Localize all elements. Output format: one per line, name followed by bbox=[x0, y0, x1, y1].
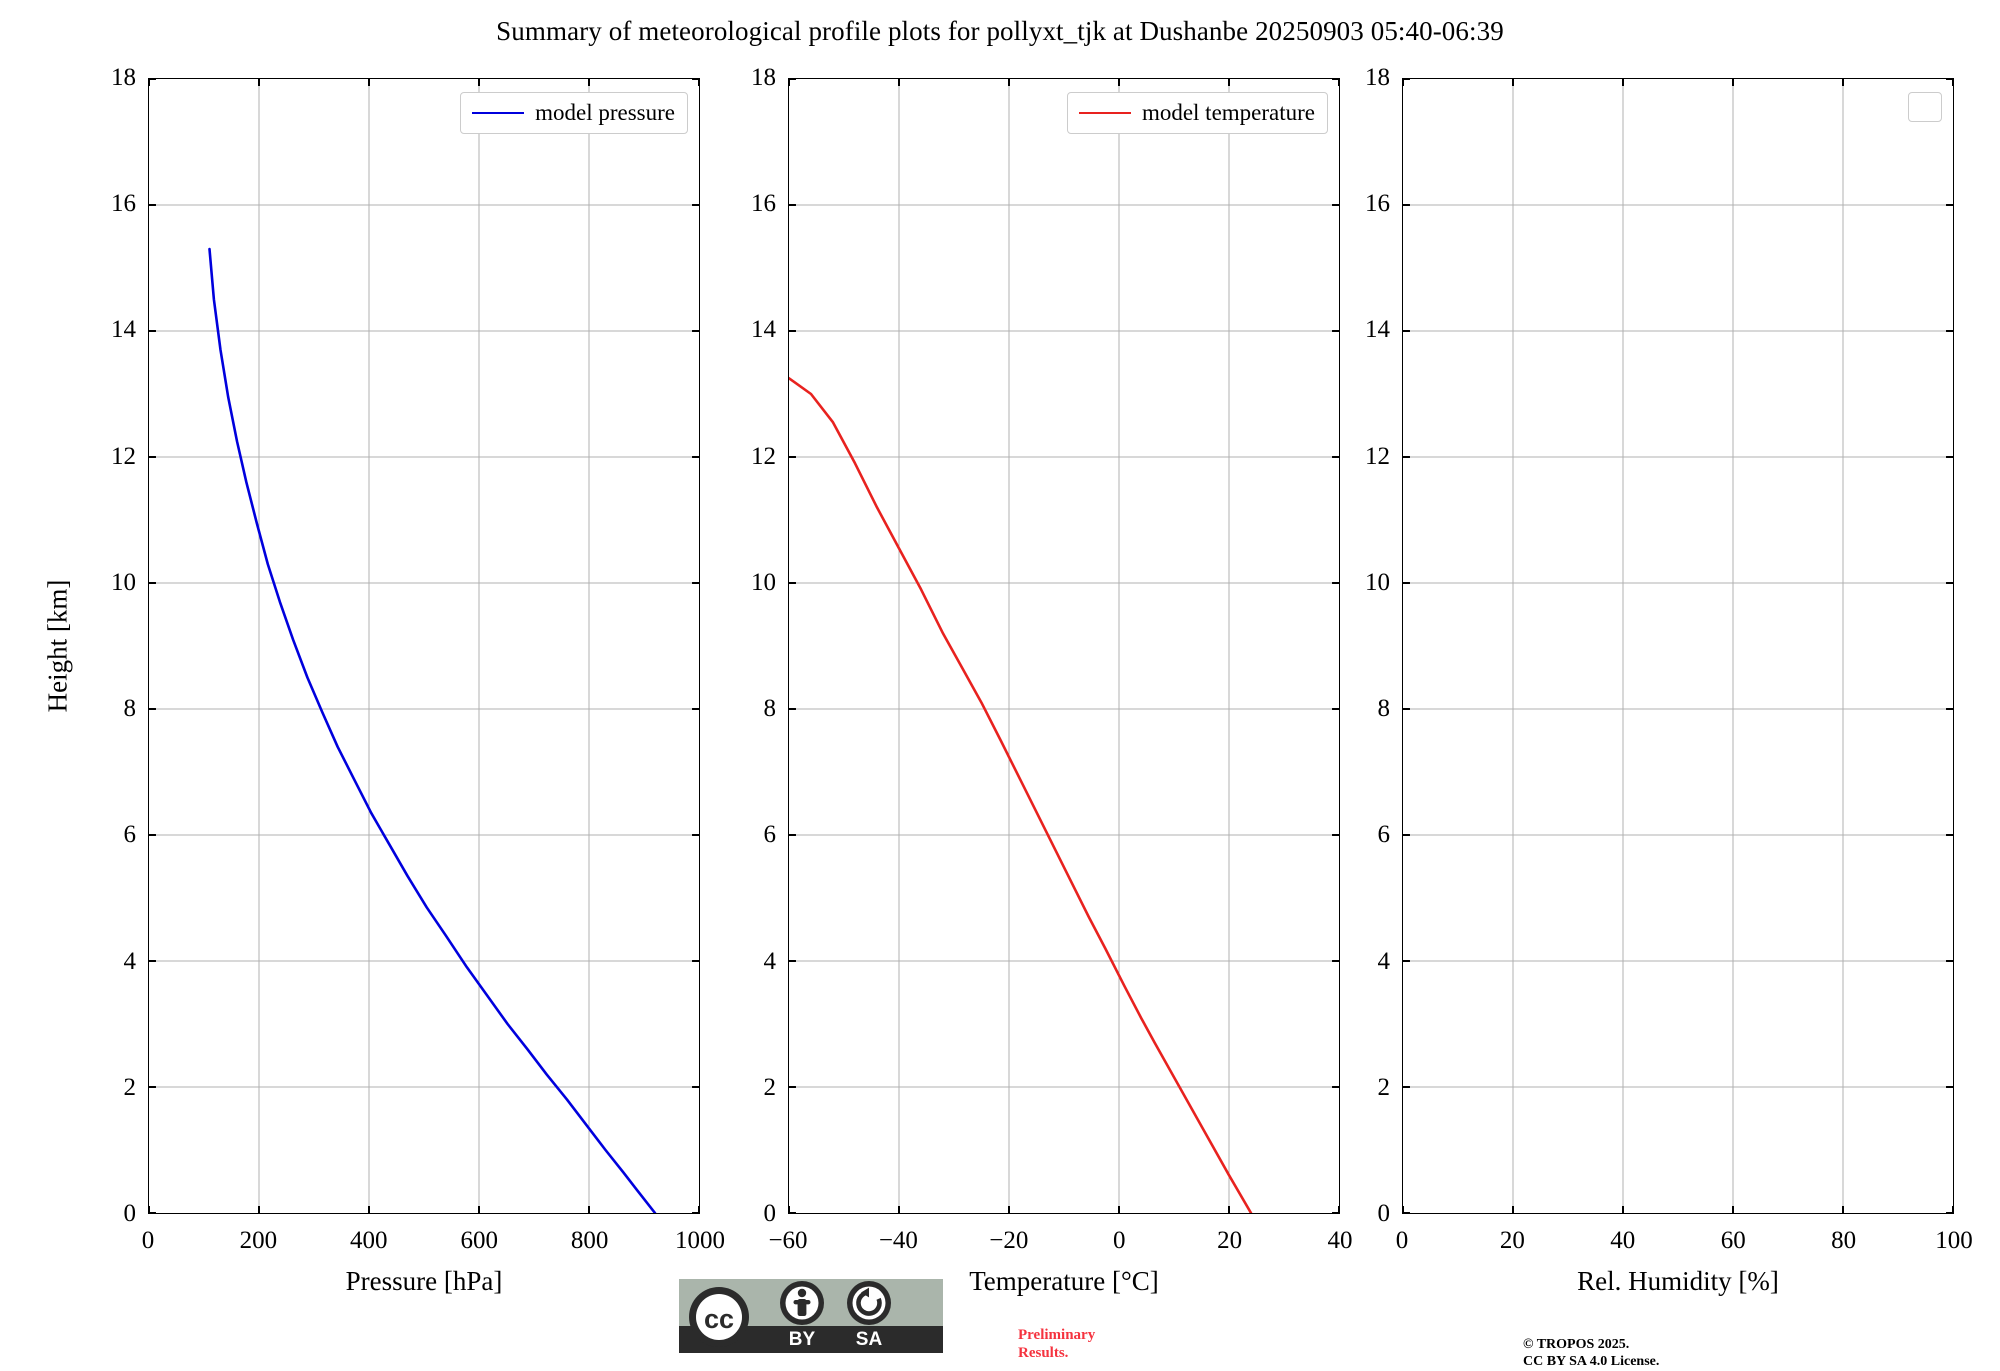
x-tick-label: 600 bbox=[460, 1227, 498, 1254]
plot-svg-pressure bbox=[149, 79, 699, 1213]
x-tick-label: 0 bbox=[1395, 1227, 1409, 1254]
x-tick-label: 400 bbox=[350, 1227, 388, 1254]
copyright-note: © TROPOS 2025. CC BY SA 4.0 License. bbox=[1523, 1337, 1659, 1371]
y-tick-label: 16 bbox=[1365, 190, 1390, 218]
svg-text:cc: cc bbox=[704, 1304, 734, 1334]
x-tick-label: 0 bbox=[141, 1227, 155, 1254]
y-tick-label: 0 bbox=[763, 1200, 777, 1227]
x-tick-label: −20 bbox=[989, 1227, 1029, 1254]
x-tick-label: 200 bbox=[239, 1227, 278, 1254]
x-tick-label: 1000 bbox=[675, 1227, 725, 1254]
y-tick-label: 10 bbox=[111, 568, 136, 596]
y-tick-label: 8 bbox=[123, 695, 137, 723]
plot-svg-temperature bbox=[789, 79, 1339, 1213]
x-axis-label-temperature: Temperature [°C] bbox=[969, 1266, 1159, 1296]
x-tick-label: −60 bbox=[768, 1227, 808, 1254]
y-tick-label: 14 bbox=[111, 316, 136, 344]
legend-label-model-temperature: model temperature bbox=[1141, 100, 1315, 125]
y-tick-label: 16 bbox=[111, 190, 136, 218]
y-tick-label: 10 bbox=[751, 568, 776, 596]
legend-humidity[interactable] bbox=[1908, 92, 1942, 122]
y-tick-label: 2 bbox=[1377, 1073, 1391, 1101]
preliminary-line-1: Preliminary bbox=[1018, 1327, 1096, 1343]
plot-area-pressure[interactable] bbox=[148, 78, 700, 1214]
cc-license-badge[interactable]: cc BY SA bbox=[672, 1272, 950, 1360]
y-tick-label: 14 bbox=[751, 316, 776, 344]
x-tick-label: 60 bbox=[1720, 1227, 1746, 1254]
svg-text:SA: SA bbox=[856, 1329, 883, 1350]
y-tick-label: 4 bbox=[763, 947, 777, 975]
y-tick-label: 6 bbox=[1377, 821, 1391, 849]
y-tick-label: 12 bbox=[111, 442, 136, 470]
panel-humidity: 0 2 4 6 8 10 12 14 16 18 0 20 40 60 80 100 Rel. Humidi… bbox=[1365, 64, 1973, 1296]
preliminary-results-note: Preliminary Results. bbox=[1018, 1327, 1095, 1362]
y-tick-label: 14 bbox=[1365, 316, 1390, 344]
copyright-line-2: CC BY SA 4.0 License. bbox=[1523, 1353, 1660, 1369]
y-tick-label: 4 bbox=[123, 947, 137, 975]
legend-swatch-model-pressure bbox=[472, 112, 525, 114]
y-tick-label: 6 bbox=[123, 821, 137, 849]
x-tick-label: 20 bbox=[1499, 1227, 1525, 1254]
x-tick-label: 800 bbox=[570, 1227, 609, 1254]
y-tick-label: 10 bbox=[1365, 568, 1390, 596]
x-tick-label: 0 bbox=[1112, 1227, 1126, 1254]
legend-label-model-pressure: model pressure bbox=[535, 100, 675, 125]
x-axis-label-pressure: Pressure [hPa] bbox=[345, 1266, 503, 1296]
y-tick-label: 8 bbox=[1377, 695, 1391, 723]
x-tick-label: 20 bbox=[1217, 1227, 1243, 1254]
panel-temperature: 0 2 4 6 8 10 12 14 16 18 −60 −40 −20 0 20 40 Temperatu… bbox=[751, 64, 1353, 1296]
y-tick-label: 6 bbox=[763, 821, 777, 849]
plot-area-temperature[interactable] bbox=[788, 78, 1340, 1214]
y-tick-label: 16 bbox=[751, 190, 776, 218]
y-tick-label: 8 bbox=[763, 695, 777, 723]
y-tick-label: 12 bbox=[1365, 442, 1390, 470]
x-axis-label-humidity: Rel. Humidity [%] bbox=[1577, 1266, 1779, 1296]
y-tick-label: 2 bbox=[763, 1073, 777, 1101]
legend-temperature[interactable]: model temperature bbox=[1066, 92, 1328, 134]
y-tick-label: 0 bbox=[1377, 1200, 1391, 1227]
x-tick-label: 40 bbox=[1610, 1227, 1636, 1254]
cc-by-sa-icon: cc BY SA bbox=[679, 1279, 943, 1353]
y-tick-label: 18 bbox=[111, 64, 136, 91]
copyright-line-1: © TROPOS 2025. bbox=[1523, 1337, 1630, 1352]
y-tick-label: 18 bbox=[1365, 64, 1390, 91]
series-line bbox=[210, 249, 656, 1213]
svg-text:BY: BY bbox=[789, 1329, 816, 1350]
legend-pressure[interactable]: model pressure bbox=[460, 92, 688, 134]
y-tick-label: 4 bbox=[1377, 947, 1391, 975]
y-tick-label: 18 bbox=[751, 64, 776, 91]
y-tick-label: 12 bbox=[751, 442, 776, 470]
x-tick-label: 40 bbox=[1327, 1227, 1353, 1254]
plot-area-humidity[interactable] bbox=[1402, 78, 1954, 1214]
y-tick-label: 2 bbox=[123, 1073, 137, 1101]
page-title: Summary of meteorological profile plots … bbox=[496, 16, 1504, 46]
y-axis-label: Height [km] bbox=[42, 579, 73, 713]
panel-pressure: 0 2 4 6 8 10 12 14 16 18 0 200 400 600 800 1000 Pressu… bbox=[111, 64, 725, 1296]
x-tick-label: −40 bbox=[878, 1227, 918, 1254]
preliminary-line-2: Results. bbox=[1018, 1344, 1069, 1361]
y-tick-label: 0 bbox=[123, 1200, 137, 1227]
x-tick-label: 100 bbox=[1935, 1227, 1973, 1254]
legend-swatch-model-temperature bbox=[1078, 112, 1131, 114]
plot-svg-humidity bbox=[1403, 79, 1953, 1213]
x-tick-label: 80 bbox=[1831, 1227, 1857, 1254]
series-line bbox=[789, 378, 1251, 1213]
